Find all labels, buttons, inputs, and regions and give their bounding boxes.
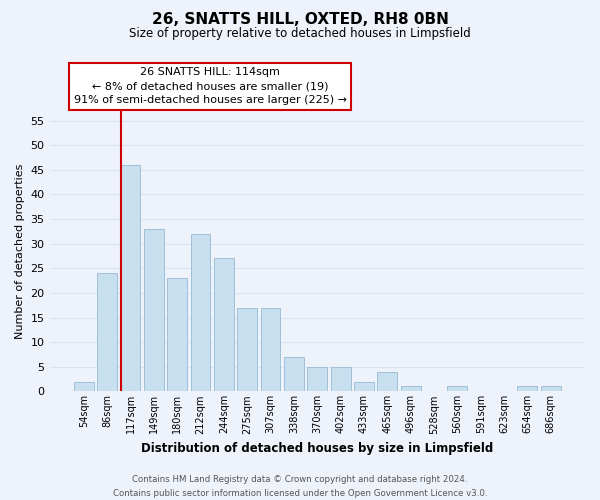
Bar [121,165,140,392]
Bar [354,382,374,392]
Bar [284,357,304,392]
Bar [377,372,397,392]
Bar [331,367,350,392]
Bar [448,386,467,392]
Text: Contains HM Land Registry data © Crown copyright and database right 2024.
Contai: Contains HM Land Registry data © Crown c… [113,476,487,498]
Bar [260,308,280,392]
Text: 26 SNATTS HILL: 114sqm
← 8% of detached houses are smaller (19)
91% of semi-deta: 26 SNATTS HILL: 114sqm ← 8% of detached … [74,67,347,105]
Bar [74,382,94,392]
Bar [307,367,327,392]
Bar [541,386,560,392]
Text: Size of property relative to detached houses in Limpsfield: Size of property relative to detached ho… [129,28,471,40]
Bar [401,386,421,392]
Bar [97,273,117,392]
Bar [517,386,538,392]
Bar [191,234,211,392]
X-axis label: Distribution of detached houses by size in Limpsfield: Distribution of detached houses by size … [141,442,493,455]
Y-axis label: Number of detached properties: Number of detached properties [15,164,25,338]
Bar [238,308,257,392]
Bar [167,278,187,392]
Text: 26, SNATTS HILL, OXTED, RH8 0BN: 26, SNATTS HILL, OXTED, RH8 0BN [152,12,448,28]
Bar [144,229,164,392]
Bar [214,258,234,392]
